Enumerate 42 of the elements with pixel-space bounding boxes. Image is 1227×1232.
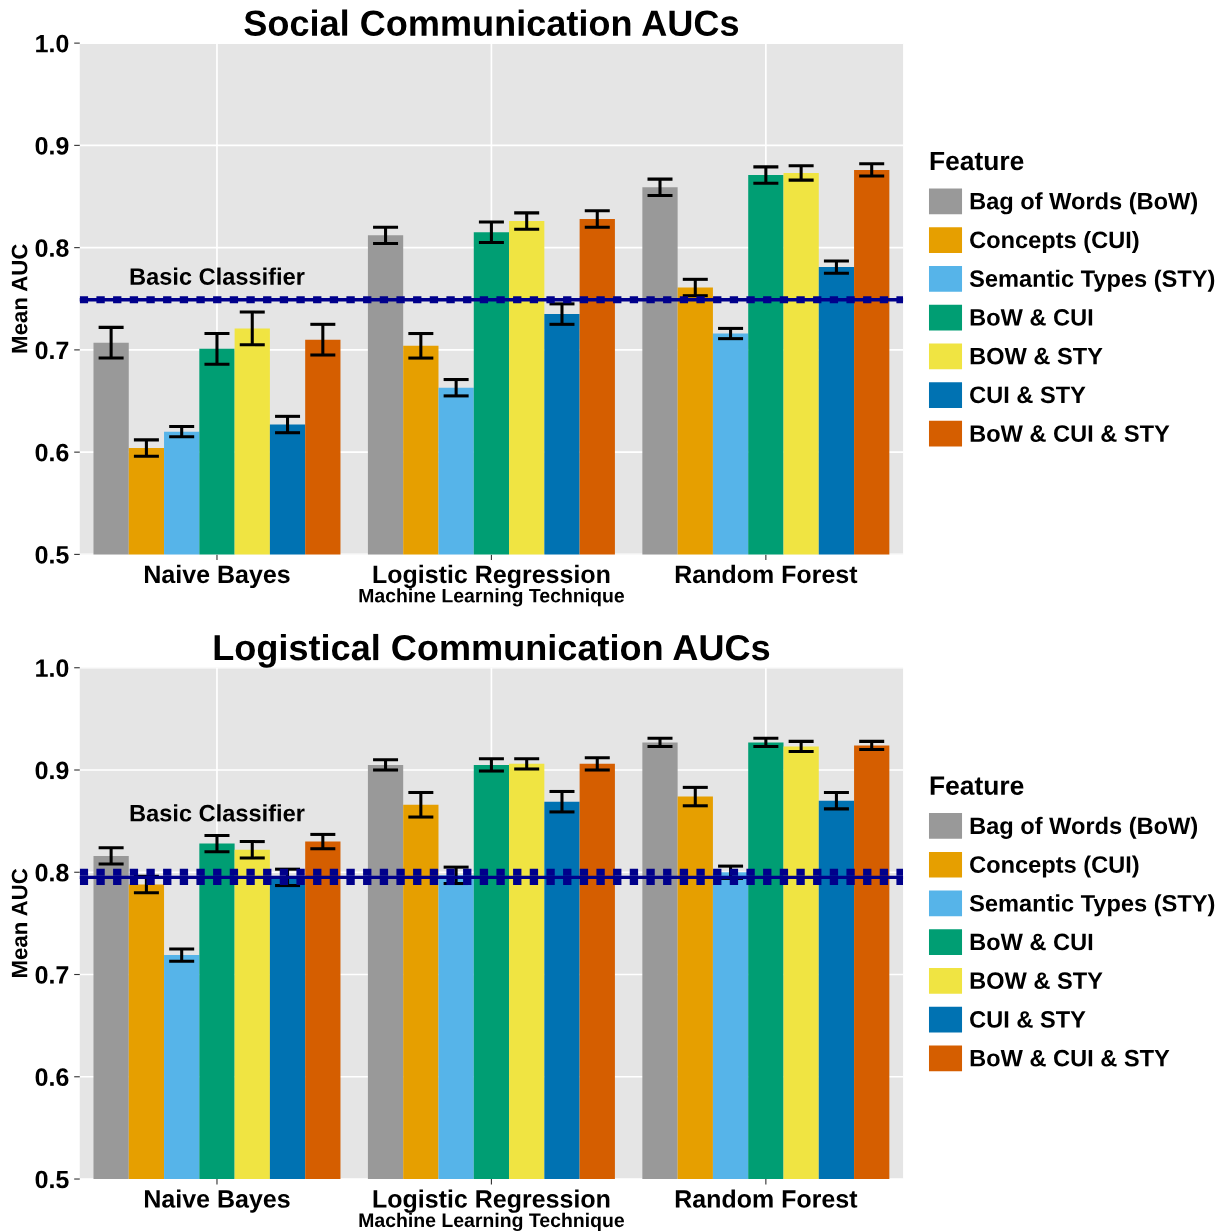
legend-title: Feature bbox=[930, 151, 1024, 171]
y-tick-label: 0.9 bbox=[35, 761, 69, 780]
y-tick-label: 0.6 bbox=[35, 443, 69, 462]
y-tick-label: 0.9 bbox=[35, 136, 69, 155]
y-tick-label: 0.8 bbox=[35, 239, 69, 257]
y-tick-label: 1.0 bbox=[36, 34, 69, 53]
legend-label: BoW & CUI bbox=[970, 309, 1093, 326]
legend-label: Bag of Words (BoW) bbox=[970, 192, 1198, 215]
x-tick-label: Random Forest bbox=[675, 1189, 858, 1208]
y-tick-label: 0.7 bbox=[35, 341, 69, 360]
legend-label: Semantic Types (STY) bbox=[969, 894, 1215, 917]
legend-label: CUI & STY bbox=[970, 1011, 1086, 1028]
legend-label: BOW & STY bbox=[970, 347, 1103, 365]
legend-label: BoW & CUI & STY bbox=[970, 425, 1170, 442]
x-tick-label: Naive Bayes bbox=[144, 564, 290, 589]
x-tick-label: Logistic Regression bbox=[373, 564, 610, 589]
legend-label: BOW & STY bbox=[970, 972, 1103, 990]
y-axis-title: Mean AUC bbox=[11, 244, 28, 353]
y-tick-label: 0.6 bbox=[35, 1068, 69, 1087]
ref-line-label: Basic Classifier bbox=[130, 804, 305, 822]
legend-label: BoW & CUI & STY bbox=[970, 1049, 1170, 1067]
legend-label: Bag of Words (BoW) bbox=[970, 816, 1198, 839]
y-tick-label: 0.7 bbox=[35, 966, 69, 984]
y-tick-label: 0.5 bbox=[35, 1170, 69, 1189]
legend-label: Semantic Types (STY) bbox=[969, 269, 1215, 292]
x-axis-title: Machine Learning Technique bbox=[359, 588, 625, 607]
y-tick-label: 0.8 bbox=[35, 863, 69, 882]
x-axis-title: Machine Learning Technique bbox=[359, 1212, 625, 1232]
legend-title: Feature bbox=[930, 776, 1024, 795]
y-tick-label: 0.5 bbox=[35, 546, 69, 564]
x-tick-label: Random Forest bbox=[675, 564, 858, 584]
chart-title: Logistical Communication AUCs bbox=[214, 633, 770, 668]
ref-line-label: Basic Classifier bbox=[130, 267, 305, 285]
legend-label: Concepts (CUI) bbox=[970, 230, 1139, 253]
y-axis-title: Mean AUC bbox=[11, 868, 28, 978]
legend-label: Concepts (CUI) bbox=[970, 855, 1139, 878]
x-tick-label: Naive Bayes bbox=[144, 1189, 290, 1213]
x-tick-label: Logistic Regression bbox=[373, 1189, 610, 1213]
chart-title: Social Communication AUCs bbox=[244, 9, 739, 36]
legend-label: BoW & CUI bbox=[970, 933, 1093, 951]
legend-label: CUI & STY bbox=[970, 386, 1086, 404]
y-tick-label: 1.0 bbox=[36, 659, 69, 678]
